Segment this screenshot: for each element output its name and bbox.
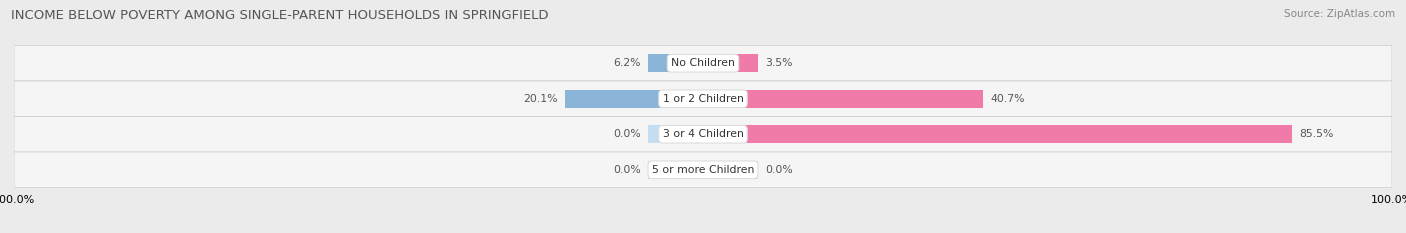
Text: No Children: No Children [671,58,735,68]
Text: 5 or more Children: 5 or more Children [652,165,754,175]
Bar [648,161,703,179]
Text: 3.5%: 3.5% [765,58,793,68]
FancyBboxPatch shape [14,45,1392,81]
Text: 85.5%: 85.5% [1299,129,1333,139]
Bar [703,89,983,108]
Text: 1 or 2 Children: 1 or 2 Children [662,94,744,104]
Bar [703,54,758,72]
FancyBboxPatch shape [14,81,1392,116]
Text: INCOME BELOW POVERTY AMONG SINGLE-PARENT HOUSEHOLDS IN SPRINGFIELD: INCOME BELOW POVERTY AMONG SINGLE-PARENT… [11,9,548,22]
Bar [648,54,703,72]
Bar [648,125,703,144]
Bar [703,125,1292,144]
Text: 3 or 4 Children: 3 or 4 Children [662,129,744,139]
Text: 20.1%: 20.1% [523,94,558,104]
Text: 40.7%: 40.7% [990,94,1025,104]
FancyBboxPatch shape [14,116,1392,152]
Text: Source: ZipAtlas.com: Source: ZipAtlas.com [1284,9,1395,19]
FancyBboxPatch shape [14,152,1392,188]
Text: 6.2%: 6.2% [613,58,641,68]
Bar [703,161,758,179]
Text: 0.0%: 0.0% [765,165,793,175]
Text: 0.0%: 0.0% [613,129,641,139]
Bar [565,89,703,108]
Text: 0.0%: 0.0% [613,165,641,175]
